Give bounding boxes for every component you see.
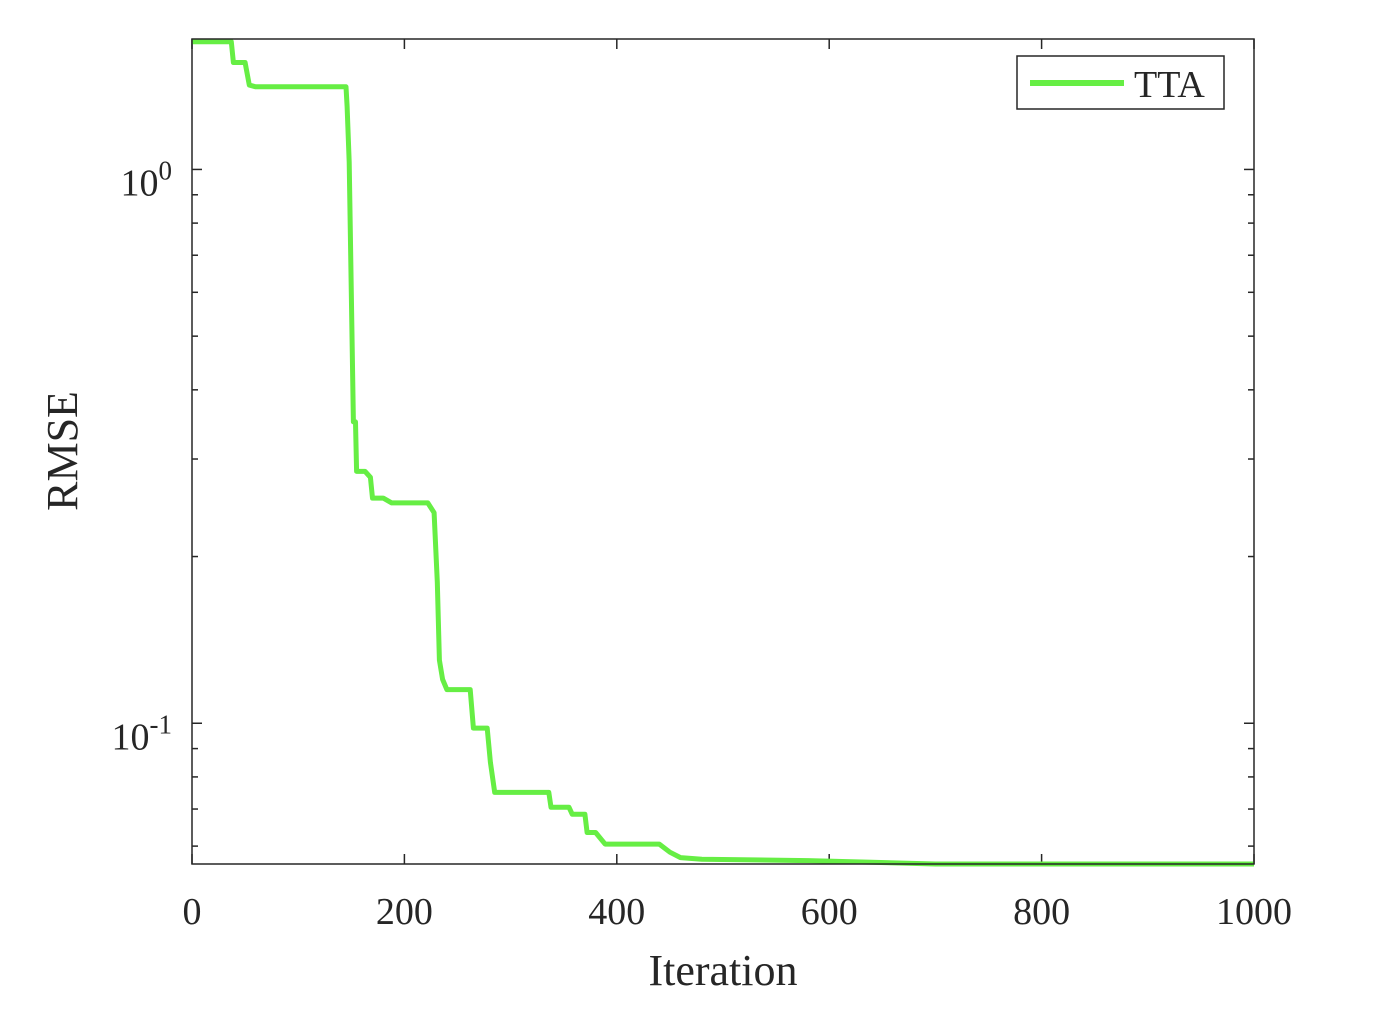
x-tick-label: 800 bbox=[1013, 891, 1070, 933]
plot-area bbox=[192, 39, 1254, 864]
x-tick-label: 200 bbox=[376, 891, 433, 933]
x-tick-labels: 0 200 400 600 800 1000 bbox=[183, 891, 1293, 933]
legend-label: TTA bbox=[1134, 64, 1205, 106]
y-tick-labels: 100 10-1 bbox=[112, 155, 173, 758]
axes-box bbox=[191, 38, 1255, 865]
y-axis-title: RMSE bbox=[38, 391, 87, 511]
legend: TTA bbox=[1016, 55, 1225, 110]
x-tick-label: 400 bbox=[588, 891, 645, 933]
x-axis-title: Iteration bbox=[648, 946, 797, 995]
y-tick-label: 10-1 bbox=[112, 709, 173, 758]
series-line-tta bbox=[192, 39, 1254, 867]
x-tick-label: 0 bbox=[183, 891, 202, 933]
series-layer bbox=[192, 39, 1254, 867]
y-tick-label: 100 bbox=[121, 155, 173, 204]
x-tick-label: 1000 bbox=[1216, 891, 1292, 933]
x-tick-label: 600 bbox=[801, 891, 858, 933]
